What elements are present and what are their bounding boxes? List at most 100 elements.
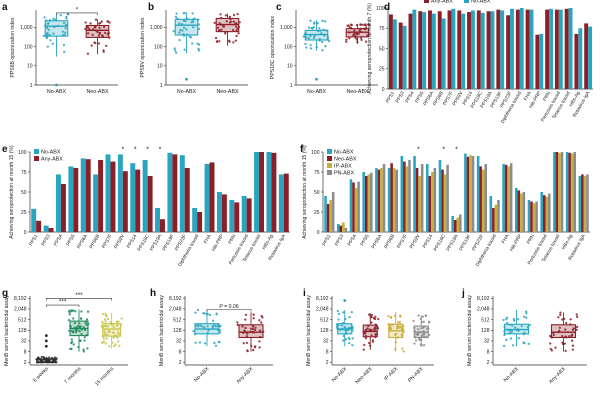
data-point bbox=[111, 323, 114, 327]
bar bbox=[570, 153, 574, 232]
data-point bbox=[175, 12, 178, 15]
data-point bbox=[254, 326, 257, 329]
bar bbox=[155, 208, 160, 232]
data-point bbox=[91, 33, 94, 37]
data-point bbox=[104, 324, 107, 327]
y-tick-label: 1,000 bbox=[20, 25, 33, 31]
data-point bbox=[182, 26, 186, 29]
data-point bbox=[260, 321, 263, 324]
data-point bbox=[346, 24, 349, 27]
data-point bbox=[85, 323, 88, 326]
data-point bbox=[561, 318, 564, 321]
data-point bbox=[196, 308, 200, 312]
data-point bbox=[178, 22, 181, 25]
x-tick-label: HBs-Ag bbox=[261, 233, 275, 251]
bar bbox=[447, 10, 452, 89]
data-point bbox=[345, 38, 348, 41]
data-point bbox=[364, 337, 368, 340]
y-tick-label: 128 bbox=[18, 328, 27, 334]
data-point bbox=[63, 50, 66, 53]
bar bbox=[509, 163, 513, 232]
data-point bbox=[191, 42, 194, 45]
data-point bbox=[82, 348, 85, 351]
bar bbox=[484, 164, 488, 232]
bar bbox=[336, 224, 340, 232]
data-point bbox=[203, 326, 206, 329]
x-tick-label: FHA bbox=[203, 233, 213, 245]
bar bbox=[179, 155, 185, 232]
data-point bbox=[54, 18, 57, 21]
data-point bbox=[219, 13, 222, 16]
x-tick-label: PPS4 bbox=[347, 233, 358, 247]
data-point bbox=[118, 344, 121, 347]
data-point bbox=[197, 325, 200, 328]
legend-label: PN-ABX bbox=[334, 171, 354, 177]
y-tick-label: 25 bbox=[379, 67, 385, 73]
y-tick-label: 2 bbox=[487, 360, 490, 366]
bar bbox=[469, 155, 472, 232]
bar bbox=[431, 172, 434, 232]
bar bbox=[142, 160, 148, 232]
y-tick-label: 8 bbox=[24, 349, 27, 355]
data-point bbox=[197, 47, 200, 50]
data-point bbox=[502, 318, 505, 322]
bar bbox=[555, 152, 559, 232]
legend: Any-ABX No-ABX bbox=[424, 0, 491, 5]
x-tick-label: PPS1 bbox=[28, 233, 39, 247]
bar bbox=[545, 196, 549, 232]
data-point bbox=[79, 339, 82, 342]
x-tick-label: PPS23F bbox=[174, 233, 188, 252]
data-point bbox=[236, 12, 239, 16]
data-point bbox=[116, 336, 119, 339]
data-point bbox=[61, 30, 64, 33]
bar bbox=[573, 152, 577, 232]
data-point bbox=[337, 318, 340, 321]
data-point bbox=[45, 26, 49, 30]
data-point bbox=[357, 32, 360, 36]
panel-label: d bbox=[384, 2, 390, 13]
bar bbox=[490, 11, 495, 90]
data-point bbox=[78, 330, 81, 333]
data-point bbox=[513, 319, 516, 322]
data-point bbox=[388, 324, 392, 328]
data-point bbox=[309, 44, 312, 47]
x-tick-label: Any-ABX bbox=[548, 366, 567, 385]
data-point bbox=[427, 321, 431, 324]
data-point bbox=[217, 340, 221, 344]
bar bbox=[420, 164, 424, 232]
x-tick-label: PPS5 bbox=[65, 233, 76, 247]
data-point bbox=[353, 32, 356, 36]
y-axis-title: MenB serum bactericidal assay bbox=[159, 295, 165, 366]
data-point bbox=[258, 346, 261, 349]
data-point bbox=[236, 321, 239, 324]
bar bbox=[375, 168, 378, 232]
bar bbox=[578, 176, 582, 232]
x-tick-label: PPS6A bbox=[76, 233, 89, 250]
bar bbox=[441, 169, 444, 232]
x-tick-label: Neo-ABX bbox=[216, 89, 239, 95]
bar bbox=[380, 168, 383, 232]
data-point bbox=[397, 321, 400, 324]
box bbox=[550, 324, 577, 339]
bar bbox=[382, 164, 386, 232]
data-point bbox=[106, 20, 109, 23]
bar bbox=[497, 200, 500, 232]
panel-g: 2 8 32 128 512 2,048 8,192 MenB serum bacterici… bbox=[2, 288, 128, 387]
bar bbox=[457, 10, 462, 89]
data-point bbox=[511, 324, 514, 327]
data-point bbox=[377, 317, 380, 321]
data-point bbox=[97, 42, 101, 45]
data-point bbox=[86, 52, 90, 55]
data-point bbox=[344, 329, 347, 332]
data-point bbox=[575, 325, 579, 329]
data-point bbox=[215, 313, 218, 316]
y-tick-label: 100 bbox=[284, 44, 293, 50]
data-point bbox=[172, 29, 175, 33]
bar bbox=[568, 152, 571, 232]
bar bbox=[370, 172, 373, 232]
data-point bbox=[246, 332, 249, 335]
y-tick-label: 75 bbox=[314, 170, 320, 176]
y-tick-label: 2 bbox=[24, 360, 27, 366]
data-point bbox=[324, 45, 327, 48]
data-point bbox=[232, 13, 236, 17]
